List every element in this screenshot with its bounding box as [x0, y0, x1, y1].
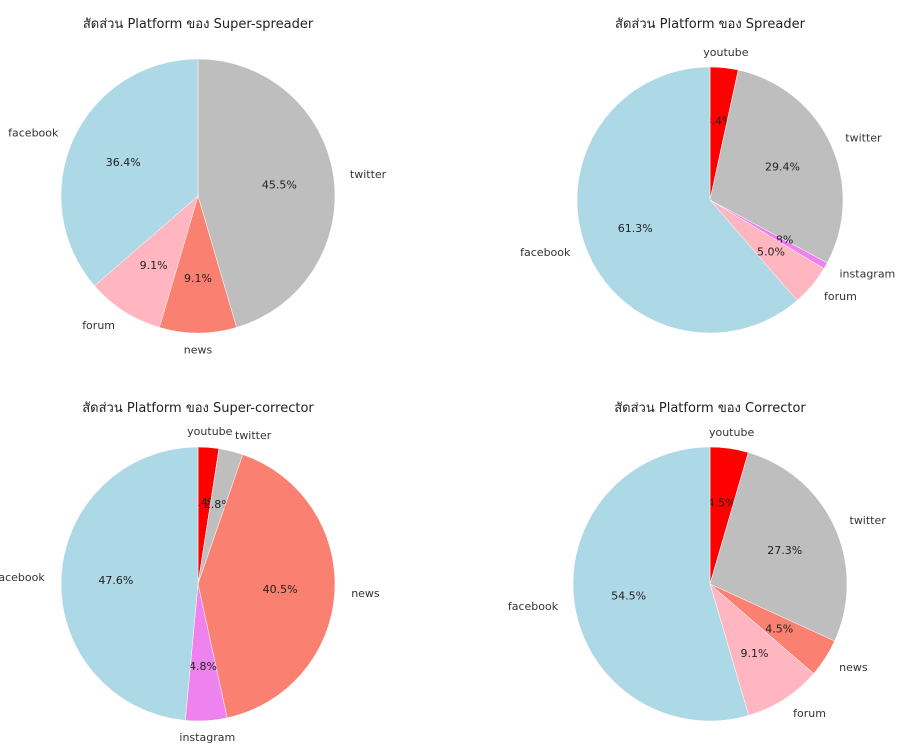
- pie-slice-twitter: [709, 69, 844, 264]
- slice-label-news: news: [184, 343, 213, 356]
- pie-slice-news: [159, 195, 237, 334]
- pct-label-facebook: 61.3%: [618, 222, 653, 235]
- pie-slice-twitter: [197, 58, 336, 328]
- slice-label-forum: forum: [82, 319, 115, 332]
- pct-label-facebook: 54.5%: [611, 590, 646, 603]
- pie-title: สัดส่วน Platform ของ Spreader: [615, 17, 806, 32]
- pct-label-forum: 9.1%: [741, 647, 769, 660]
- pct-label-twitter: 29.4%: [765, 161, 800, 174]
- pie-title: สัดส่วน Platform ของ Super-spreader: [83, 17, 314, 32]
- slice-label-twitter: twitter: [845, 132, 882, 145]
- pie-slice-forum: [94, 195, 199, 328]
- pct-label-youtube: 4.5%: [708, 497, 736, 510]
- pct-label-instagram: 4.8%: [189, 660, 217, 673]
- pct-label-news: 9.1%: [184, 272, 212, 285]
- pct-label-twitter: 27.3%: [767, 544, 802, 557]
- pie-slice-news: [197, 454, 336, 719]
- pie-slice-forum: [709, 583, 815, 716]
- slice-label-facebook: facebook: [520, 246, 571, 259]
- slice-label-youtube: youtube: [187, 425, 232, 438]
- slice-label-facebook: facebook: [8, 126, 59, 139]
- pct-label-facebook: 47.6%: [98, 574, 133, 587]
- pie-title: สัดส่วน Platform ของ Corrector: [614, 401, 806, 416]
- pie-chart-3: สัดส่วน Platform ของ Super-corrector2.4%…: [0, 401, 380, 744]
- pct-label-twitter: 45.5%: [262, 178, 297, 191]
- pie-title: สัดส่วน Platform ของ Super-corrector: [82, 401, 314, 416]
- slice-label-twitter: twitter: [850, 514, 887, 527]
- pie-slice-twitter: [709, 452, 848, 642]
- pie-slice-facebook: [576, 66, 798, 334]
- slice-label-twitter: twitter: [235, 429, 272, 442]
- slice-label-youtube: youtube: [703, 46, 748, 59]
- pie-slice-facebook: [60, 58, 199, 287]
- pct-label-forum: 9.1%: [140, 259, 168, 272]
- slice-label-forum: forum: [793, 707, 826, 720]
- slice-label-youtube: youtube: [709, 426, 754, 439]
- slice-label-instagram: instagram: [179, 731, 235, 744]
- pct-label-news: 4.5%: [765, 622, 793, 635]
- slice-label-forum: forum: [824, 290, 857, 303]
- pie-chart-1: สัดส่วน Platform ของ Super-spreader 45.5%…: [8, 17, 387, 356]
- pie-slice-facebook: [60, 446, 199, 721]
- pct-label-forum: 5.0%: [757, 245, 785, 258]
- slice-label-news: news: [351, 587, 380, 600]
- slice-label-facebook: facebook: [0, 571, 45, 584]
- pie-slice-facebook: [572, 446, 749, 722]
- slice-label-news: news: [839, 661, 868, 674]
- slice-label-facebook: facebook: [508, 600, 559, 613]
- pie-chart-2: สัดส่วน Platform ของ Spreader 3.4% youtube…: [520, 17, 896, 334]
- pie-chart-4: สัดส่วน Platform ของ Corrector 4.5% youtub…: [508, 401, 887, 722]
- slice-label-instagram: instagram: [840, 268, 896, 281]
- pct-label-youtube: 3.4%: [705, 115, 733, 128]
- slice-label-twitter: twitter: [350, 168, 387, 181]
- pct-label-facebook: 36.4%: [106, 156, 141, 169]
- pct-label-news: 40.5%: [263, 583, 298, 596]
